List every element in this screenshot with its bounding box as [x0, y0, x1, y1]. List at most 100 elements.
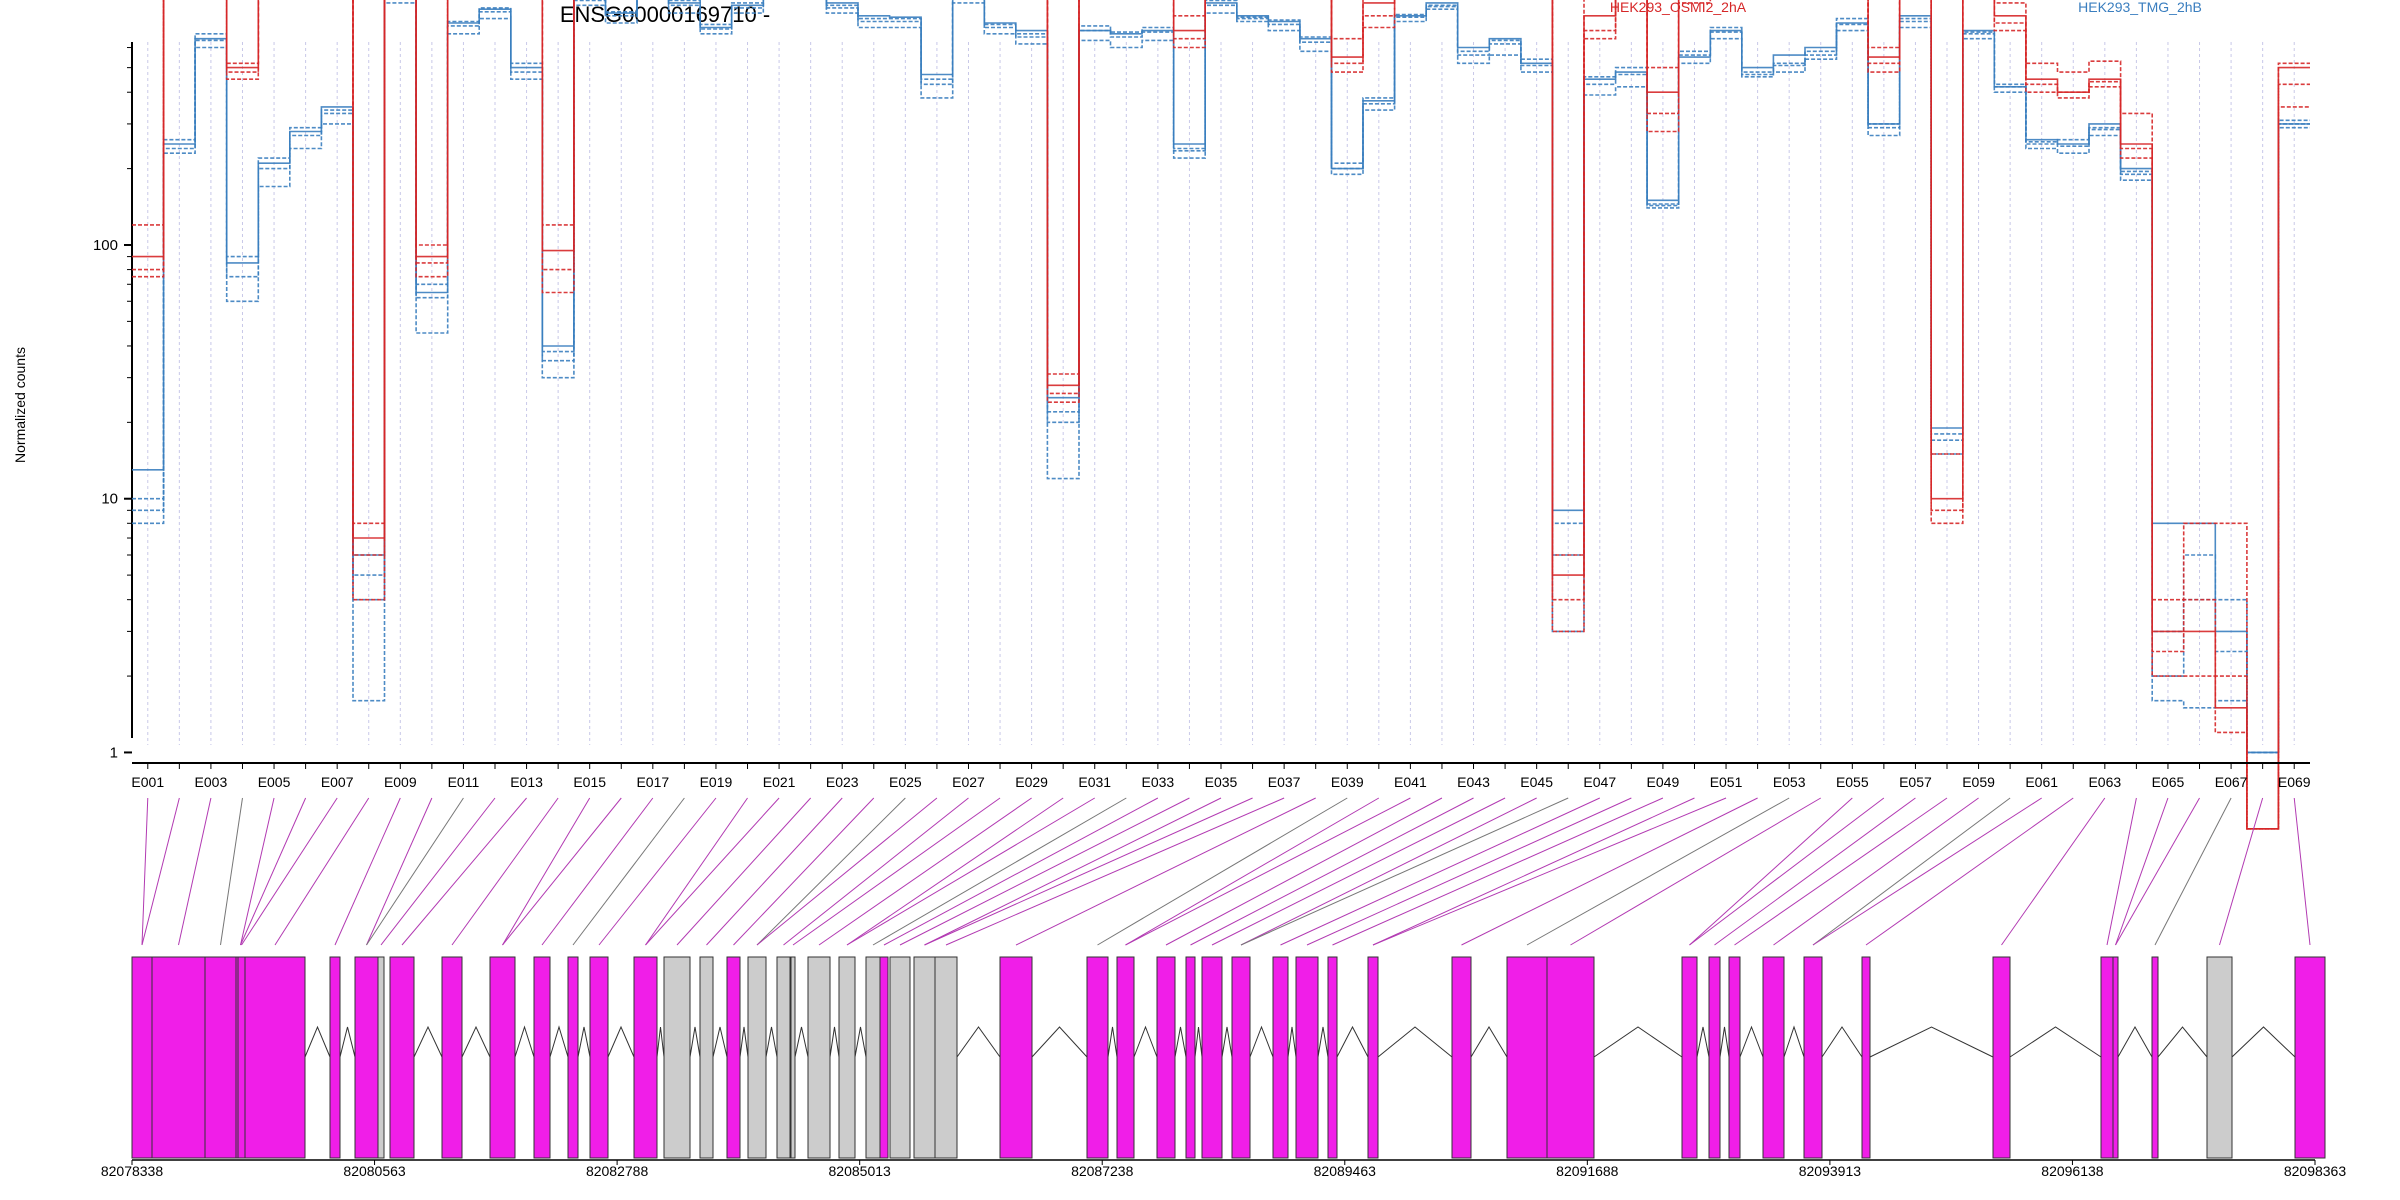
exon-connector — [502, 797, 622, 946]
unused-exon-block — [699, 956, 714, 1159]
chart-title: ENSG00000169710 - — [560, 2, 770, 27]
exon-connector — [883, 797, 1159, 946]
genomic-tick-label: 82098363 — [2284, 1163, 2347, 1179]
exon-axis: E001 E003 E005 E007 E009 E011 E013 E015 E017 E019… — [131, 762, 2311, 790]
exon-block — [329, 956, 341, 1159]
intron-line — [304, 1025, 331, 1058]
unused-exon-block — [776, 956, 791, 1159]
genomic-tick-label: 82093913 — [1799, 1163, 1862, 1179]
exon-connector — [1240, 797, 1537, 946]
tmg-sample-line — [132, 0, 2310, 754]
exon-block — [1156, 956, 1176, 1159]
intron-line — [1107, 1026, 1118, 1058]
exon-connector — [1734, 797, 1948, 946]
intron-line — [689, 1026, 701, 1058]
exon-tick-label: E019 — [700, 774, 733, 790]
exon-tick-label: E051 — [1710, 774, 1743, 790]
genomic-tick-label: 82078338 — [101, 1163, 164, 1179]
unused-exon-block — [377, 956, 385, 1159]
intron-line — [656, 1026, 665, 1058]
exon-connector — [1461, 797, 1758, 946]
tmg-sample-line — [132, 0, 2310, 754]
exon-tick-label: E039 — [1331, 774, 1364, 790]
exon-tick-label: E037 — [1268, 774, 1301, 790]
intron-line — [2231, 1026, 2296, 1058]
exon-block — [151, 956, 206, 1159]
exon-connector — [846, 797, 1064, 946]
exon-block — [633, 956, 658, 1159]
exon-block — [1451, 956, 1472, 1159]
exon-connector — [541, 797, 654, 946]
intron-line — [577, 1026, 591, 1058]
exon-block — [1327, 956, 1338, 1159]
exon-connector — [1280, 797, 1600, 946]
exon-tick-label: E025 — [889, 774, 922, 790]
exon-connector — [2115, 797, 2200, 946]
exon-block — [354, 956, 379, 1159]
exon-connector — [792, 797, 1001, 946]
exon-connector — [1812, 797, 2011, 946]
exon-block — [1681, 956, 1698, 1159]
exon-connector — [924, 797, 1253, 946]
exon-connector — [1306, 797, 1632, 946]
exon-block — [389, 956, 415, 1159]
unused-exon-block — [838, 956, 856, 1159]
exon-tick-label: E053 — [1773, 774, 1806, 790]
intron-line — [739, 1026, 749, 1058]
genomic-tick-label: 82080563 — [343, 1163, 406, 1179]
genomic-tick-label: 82087238 — [1071, 1163, 1134, 1179]
exon-connector — [872, 797, 1127, 946]
exon-block — [2100, 956, 2114, 1159]
intron-line — [1869, 1026, 1994, 1058]
exon-block — [1201, 956, 1223, 1159]
exon-block — [1231, 956, 1251, 1159]
exon-block — [2151, 956, 2159, 1159]
exon-block — [1861, 956, 1871, 1159]
exon-block — [441, 956, 463, 1159]
exon-block — [567, 956, 579, 1159]
exon-connector — [572, 797, 685, 946]
unused-exon-block — [865, 956, 881, 1159]
exon-block — [204, 956, 237, 1159]
exon-tick-label: E015 — [573, 774, 606, 790]
unused-exon-block — [747, 956, 767, 1159]
intron-line — [339, 1026, 356, 1058]
exon-grid — [147, 42, 2295, 745]
intron-line — [1593, 1026, 1683, 1058]
exon-block — [2112, 956, 2119, 1159]
genomic-tick-label: 82089463 — [1314, 1163, 1377, 1179]
exon-connector — [240, 797, 307, 946]
exon-connector — [451, 797, 559, 946]
exon-block — [999, 956, 1033, 1159]
exon-block — [1708, 956, 1721, 1159]
exon-connector — [899, 797, 1190, 946]
exon-tick-label: E033 — [1142, 774, 1175, 790]
intron-line — [854, 1026, 867, 1058]
intron-line — [1696, 1026, 1710, 1058]
exon-connector — [366, 797, 464, 946]
exon-connector — [1372, 797, 1727, 946]
exon-block — [1992, 956, 2011, 1159]
exon-connector — [1125, 797, 1380, 946]
exon-block — [1762, 956, 1785, 1159]
exon-block — [1367, 956, 1379, 1159]
exon-connectors — [141, 797, 2311, 946]
intron-line — [2009, 1026, 2102, 1058]
intron-line — [765, 1026, 778, 1058]
exon-tick-label: E061 — [2025, 774, 2058, 790]
exon-block — [244, 956, 306, 1159]
exon-tick-label: E017 — [636, 774, 669, 790]
exon-connector — [1865, 797, 2074, 946]
exon-connector — [2106, 797, 2137, 946]
exon-connector — [2219, 797, 2264, 946]
unused-exon-block — [663, 956, 691, 1159]
exon-tick-label: E059 — [1962, 774, 1995, 790]
exon-connector — [1240, 797, 1569, 946]
exon-connector — [1570, 797, 1821, 946]
intron-line — [2157, 1026, 2208, 1058]
exon-block — [1116, 956, 1135, 1159]
genomic-tick-label: 82082788 — [586, 1163, 649, 1179]
exon-connector — [380, 797, 496, 946]
intron-line — [1739, 1025, 1764, 1058]
